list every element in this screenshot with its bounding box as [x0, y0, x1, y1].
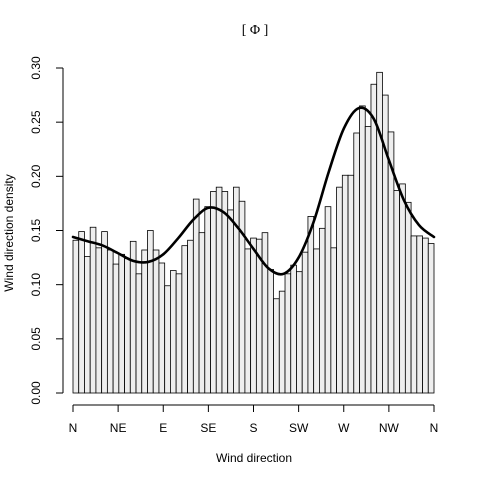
y-tick-label: 0.05: [29, 327, 43, 351]
histogram-bar: [84, 256, 91, 394]
histogram-bar: [427, 243, 435, 394]
histogram-bar: [318, 227, 326, 394]
y-axis-label: Wind direction density: [2, 174, 16, 291]
histogram-bar: [399, 183, 406, 394]
histogram-bar: [89, 226, 97, 394]
histogram-bar: [164, 285, 171, 394]
y-tick-label: 0.00: [29, 381, 43, 405]
histogram-bar: [267, 269, 274, 394]
y-tick-label: 0.25: [29, 110, 43, 134]
x-axis-label: Wind direction: [216, 451, 292, 465]
histogram-bar: [210, 191, 217, 394]
x-tick-label: NW: [379, 421, 400, 435]
histogram-bar: [422, 237, 429, 394]
x-tick-label: W: [338, 421, 350, 435]
histogram-bar: [307, 216, 315, 394]
density-curve-line: [71, 106, 436, 276]
histogram-bar: [187, 239, 194, 394]
histogram-bar: [278, 290, 286, 394]
histogram-bar: [296, 271, 303, 394]
histogram-bar: [313, 248, 320, 394]
histogram-bar: [170, 270, 177, 394]
histogram-bar: [106, 249, 114, 394]
histogram-bar: [158, 262, 166, 394]
histogram-bar: [284, 273, 292, 394]
histogram-bar: [301, 251, 309, 394]
histogram-bar: [290, 264, 297, 394]
histogram-bar: [330, 247, 337, 394]
histogram-bar: [118, 253, 125, 394]
histogram-bar: [250, 237, 257, 394]
histogram-bar: [112, 263, 120, 394]
y-axis: 0.00 0.05 0.10 0.15 0.20 0.25 0.30: [29, 56, 64, 405]
x-tick-label: N: [430, 421, 439, 435]
x-tick-label: NE: [110, 421, 127, 435]
histogram-bar: [227, 209, 234, 394]
histogram-bar: [416, 235, 423, 394]
histogram-bar: [261, 232, 269, 394]
x-tick-label: S: [249, 421, 257, 435]
y-tick-label: 0.10: [29, 273, 43, 297]
histogram-bar: [215, 186, 223, 394]
x-tick-label: N: [69, 421, 78, 435]
histogram-bar: [135, 273, 143, 394]
chart-title: [ Φ ]: [242, 23, 269, 38]
histogram-bars: [72, 71, 435, 394]
histogram-bar: [129, 240, 137, 394]
histogram-bar: [410, 235, 418, 394]
histogram-bar: [404, 201, 412, 394]
histogram-bar: [364, 126, 372, 394]
histogram-bar: [124, 258, 131, 394]
histogram-bar: [101, 231, 108, 394]
histogram-bar: [336, 186, 343, 394]
histogram-bar: [204, 206, 211, 394]
x-tick-label: SW: [289, 421, 309, 435]
histogram-bar: [192, 198, 200, 394]
histogram-bar: [198, 232, 206, 394]
histogram-bar: [273, 298, 280, 394]
histogram-bar: [95, 247, 103, 394]
histogram-bar: [78, 231, 85, 394]
y-tick-label: 0.15: [29, 218, 43, 242]
histogram-bar: [181, 245, 188, 394]
histogram-bar: [141, 249, 148, 394]
y-tick-label: 0.30: [29, 56, 43, 80]
histogram-bar: [353, 132, 360, 394]
x-tick-label: SE: [200, 421, 216, 435]
histogram-bar: [255, 238, 263, 394]
x-tick-label: E: [159, 421, 167, 435]
histogram-bar: [72, 239, 80, 394]
histogram-bar: [244, 248, 252, 394]
histogram-bar: [233, 186, 240, 394]
histogram-bar: [175, 273, 183, 394]
histogram-bar: [370, 83, 378, 394]
histogram-bar: [341, 174, 349, 394]
histogram-bar: [324, 206, 332, 394]
histogram-bar: [152, 249, 160, 394]
histogram-bar: [221, 191, 229, 394]
histogram-bar: [347, 174, 355, 394]
histogram-bar: [359, 105, 366, 394]
x-axis: N NE E SE S SW W NW N: [69, 404, 439, 435]
y-tick-label: 0.20: [29, 164, 43, 188]
histogram-bar: [147, 230, 154, 394]
histogram-bar: [376, 71, 383, 394]
histogram-bar: [393, 190, 401, 394]
